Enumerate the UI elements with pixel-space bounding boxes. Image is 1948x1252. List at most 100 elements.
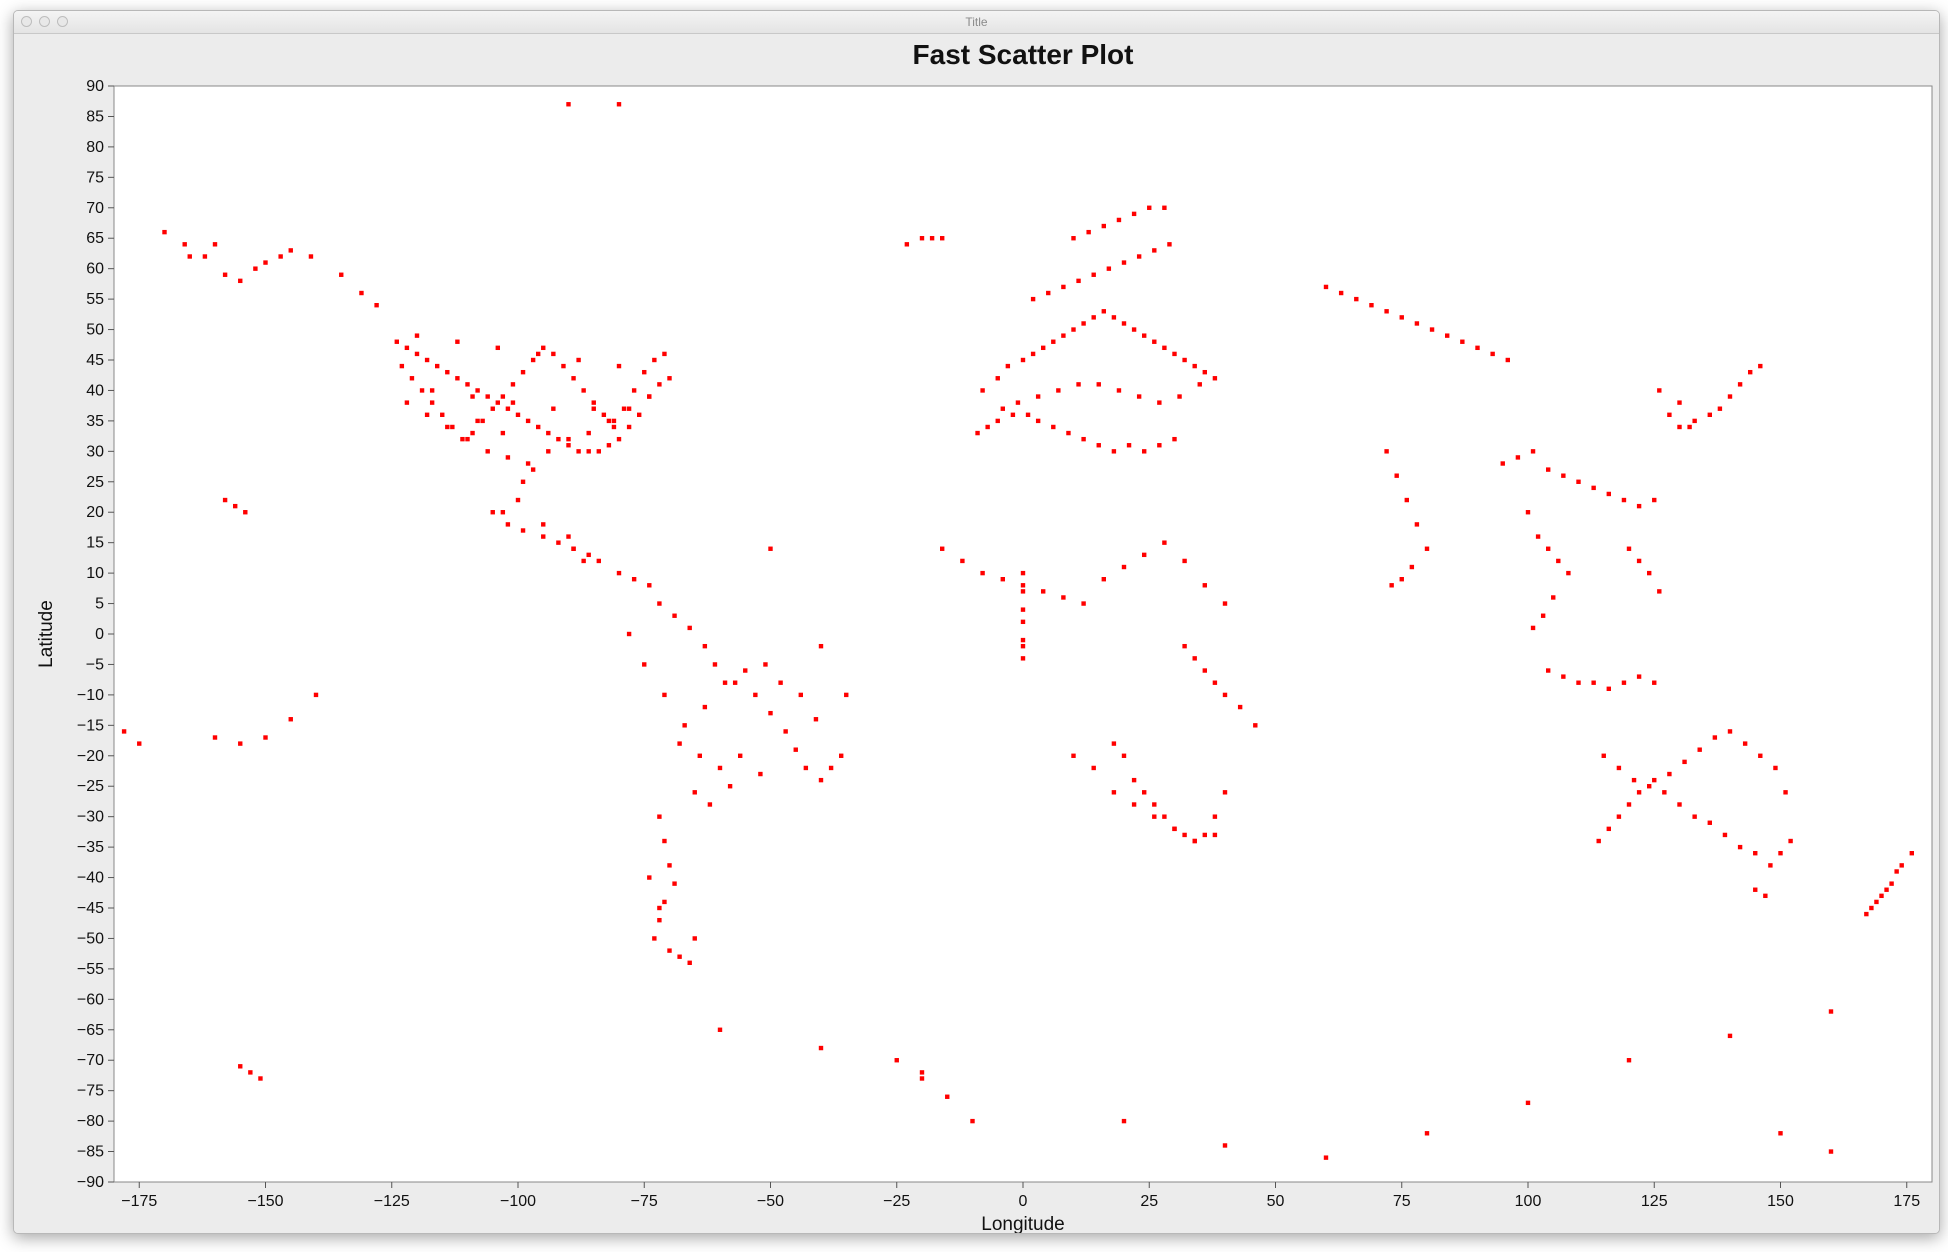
- scatter-point: [1237, 704, 1243, 710]
- scatter-point: [505, 522, 511, 527]
- scatter-point: [1561, 674, 1566, 679]
- scatter-point: [1081, 601, 1086, 606]
- x-tick-label: 150: [1767, 1193, 1794, 1210]
- scatter-point: [1591, 485, 1596, 491]
- y-tick-label: 5: [95, 596, 104, 613]
- scatter-point: [1061, 595, 1066, 600]
- scatter-point: [551, 406, 556, 411]
- y-tick-label: −40: [77, 870, 104, 887]
- scatter-point: [642, 369, 647, 375]
- scatter-point: [586, 449, 591, 454]
- scatter-point: [1546, 546, 1551, 551]
- scatter-point: [455, 376, 460, 381]
- scatter-point: [980, 570, 985, 576]
- scatter-point: [1540, 613, 1546, 618]
- scatter-point: [1389, 583, 1394, 588]
- scatter-point: [657, 814, 662, 819]
- scatter-point: [813, 717, 819, 722]
- scatter-point: [404, 400, 410, 405]
- scatter-point: [1076, 382, 1081, 387]
- scatter-chart: Fast Scatter Plot −175 −150 −125 −100 −75 −50…: [36, 39, 1933, 1233]
- scatter-point: [581, 558, 586, 564]
- scatter-point: [652, 357, 657, 363]
- close-window-icon[interactable]: [21, 16, 32, 27]
- scatter-point: [611, 418, 617, 424]
- scatter-point: [1384, 449, 1389, 454]
- scatter-point: [712, 662, 718, 667]
- scatter-point: [743, 668, 748, 673]
- scatter-point: [1687, 424, 1692, 430]
- scatter-point: [601, 412, 607, 417]
- scatter-point: [1091, 272, 1096, 277]
- zoom-window-icon[interactable]: [57, 16, 68, 27]
- scatter-point: [566, 534, 571, 539]
- scatter-point: [647, 875, 652, 880]
- x-tick-label: −50: [757, 1193, 784, 1210]
- y-tick-label: 45: [86, 352, 104, 369]
- scatter-point: [435, 363, 440, 369]
- scatter-point: [1197, 382, 1202, 387]
- minimize-window-icon[interactable]: [39, 16, 50, 27]
- scatter-point: [586, 430, 591, 436]
- scatter-point: [783, 729, 788, 734]
- scatter-point: [1606, 491, 1611, 497]
- scatter-point: [1192, 656, 1197, 661]
- scatter-point: [490, 406, 495, 411]
- y-tick-label: 85: [86, 108, 104, 125]
- scatter-point: [1172, 826, 1177, 832]
- scatter-point: [1551, 595, 1556, 600]
- scatter-point: [238, 741, 243, 746]
- y-tick-label: 15: [86, 535, 104, 552]
- scatter-point: [1556, 558, 1561, 564]
- scatter-point: [510, 400, 516, 405]
- scatter-point: [546, 430, 551, 436]
- y-tick-label: −85: [77, 1144, 104, 1161]
- scatter-point: [798, 692, 803, 698]
- scatter-point: [1162, 345, 1167, 351]
- scatter-point: [1061, 284, 1066, 290]
- scatter-point: [1035, 418, 1041, 424]
- scatter-point: [1020, 643, 1026, 649]
- scatter-point: [445, 424, 450, 430]
- scatter-point: [1111, 790, 1117, 795]
- scatter-point: [702, 704, 708, 710]
- scatter-point: [1212, 832, 1218, 838]
- scatter-point: [662, 351, 667, 357]
- scatter-point: [1323, 284, 1329, 290]
- scatter-point: [626, 631, 632, 637]
- scatter-point: [677, 954, 682, 959]
- scatter-point: [980, 388, 985, 393]
- scatter-point: [1157, 400, 1162, 405]
- scatter-point: [1005, 363, 1011, 369]
- scatter-point: [1737, 844, 1743, 850]
- scatter-point: [520, 528, 526, 533]
- scatter-point: [1136, 254, 1142, 259]
- scatter-point: [738, 753, 743, 758]
- scatter-point: [1152, 802, 1157, 807]
- scatter-point: [1414, 522, 1420, 527]
- scatter-point: [1566, 570, 1571, 576]
- scatter-point: [1778, 1131, 1783, 1136]
- scatter-point: [394, 339, 399, 344]
- scatter-point: [359, 290, 364, 296]
- scatter-point: [778, 680, 783, 685]
- scatter-point: [1152, 814, 1157, 819]
- scatter-point: [541, 534, 546, 539]
- scatter-point: [424, 412, 430, 417]
- chart-title: Fast Scatter Plot: [913, 39, 1134, 70]
- scatter-point: [929, 236, 935, 241]
- scatter-point: [1121, 321, 1127, 326]
- scatter-point: [687, 625, 692, 631]
- scatter-point: [1136, 394, 1142, 399]
- scatter-point: [1091, 765, 1096, 771]
- y-tick-label: 50: [86, 322, 104, 339]
- scatter-point: [1399, 315, 1404, 320]
- scatter-point: [137, 741, 142, 746]
- scatter-point: [637, 412, 642, 417]
- scatter-point: [1131, 327, 1137, 332]
- scatter-point: [1652, 777, 1657, 783]
- x-axis-label: Longitude: [981, 1214, 1064, 1233]
- scatter-point: [1111, 449, 1117, 454]
- scatter-point: [1202, 832, 1207, 838]
- scatter-point: [768, 546, 773, 551]
